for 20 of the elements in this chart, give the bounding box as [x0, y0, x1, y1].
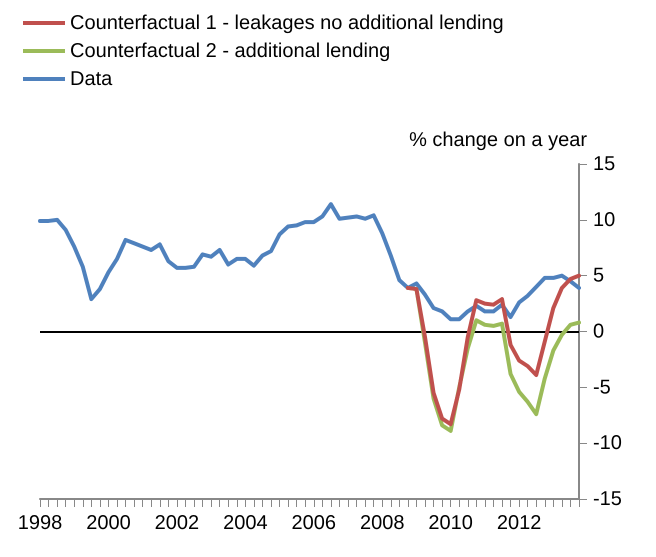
- x-tick-label: 2006: [292, 512, 336, 534]
- x-tick-label: 2008: [360, 512, 404, 534]
- y-tick-label: -15: [593, 488, 622, 510]
- x-tick-label: 2012: [496, 512, 542, 534]
- x-tick-label: 2000: [86, 512, 131, 534]
- x-tick-label: 2002: [154, 512, 200, 534]
- y-tick-label: 5: [593, 264, 604, 287]
- y-tick-label: -10: [593, 432, 622, 454]
- x-tick-label: 1998: [18, 512, 62, 534]
- legend-label: Counterfactual 1 - leakages no additional lending: [70, 12, 504, 34]
- legend-label: Data: [70, 68, 114, 90]
- x-tick-label: 2004: [223, 512, 268, 534]
- y-tick-label: 0: [593, 320, 604, 342]
- y-tick-label: 10: [593, 208, 616, 231]
- y-axis-title: % change on a year: [409, 129, 588, 151]
- y-tick-label: 15: [593, 153, 616, 175]
- y-tick-label: -5: [593, 376, 611, 398]
- line-series: [38, 202, 581, 322]
- x-tick-label: 2010: [428, 512, 473, 534]
- legend-label: Counterfactual 2 - additional lending: [70, 40, 390, 62]
